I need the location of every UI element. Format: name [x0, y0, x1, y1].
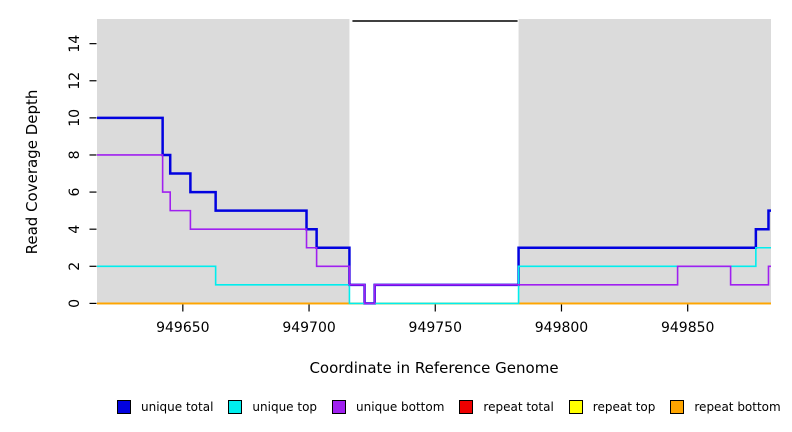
legend-label: repeat bottom	[694, 400, 781, 414]
series-line-unique-bottom	[97, 154, 771, 305]
y-tick-label: 0	[67, 299, 83, 308]
legend-swatch-repeat-top	[568, 400, 583, 414]
gap-region	[349, 19, 519, 305]
legend-item-repeat-total: repeat total	[459, 400, 554, 414]
y-tick-label: 8	[67, 151, 83, 160]
y-axis-title: Read Coverage Depth	[23, 89, 41, 255]
legend-label: unique bottom	[356, 400, 445, 414]
y-tick-label: 4	[67, 225, 83, 234]
legend-item-unique-bottom: unique bottom	[332, 400, 444, 414]
series-line-unique-total	[97, 116, 771, 305]
x-tick-label: 949650	[156, 320, 209, 336]
series-line-unique-top	[97, 246, 771, 305]
legend-label: unique top	[252, 400, 318, 414]
y-tick-label: 2	[67, 262, 83, 271]
legend-item-repeat-bottom: repeat bottom	[670, 400, 781, 414]
legend: unique total unique top unique bottom repea…	[117, 400, 792, 414]
x-tick-label: 949800	[535, 320, 588, 336]
legend-item-unique-total: unique total	[117, 400, 213, 414]
x-tick-label: 949850	[661, 320, 714, 336]
legend-swatch-repeat-total	[459, 400, 474, 414]
legend-label: unique total	[141, 400, 214, 414]
legend-swatch-unique-top	[228, 400, 243, 414]
y-tick-label: 14	[67, 35, 83, 53]
legend-label: repeat total	[483, 400, 554, 414]
legend-item-repeat-top: repeat top	[568, 400, 656, 414]
y-tick-label: 10	[67, 109, 83, 127]
legend-label: repeat top	[592, 400, 656, 414]
legend-swatch-repeat-bottom	[670, 400, 685, 414]
y-tick-label: 12	[67, 72, 83, 90]
legend-item-unique-top: unique top	[228, 400, 317, 414]
x-axis-title: Coordinate in Reference Genome	[309, 359, 559, 377]
legend-swatch-unique-bottom	[332, 400, 347, 414]
x-tick-label: 949750	[409, 320, 462, 336]
x-tick-label: 949700	[282, 320, 335, 336]
legend-swatch-unique-total	[117, 400, 131, 414]
y-tick-label: 6	[67, 188, 83, 197]
